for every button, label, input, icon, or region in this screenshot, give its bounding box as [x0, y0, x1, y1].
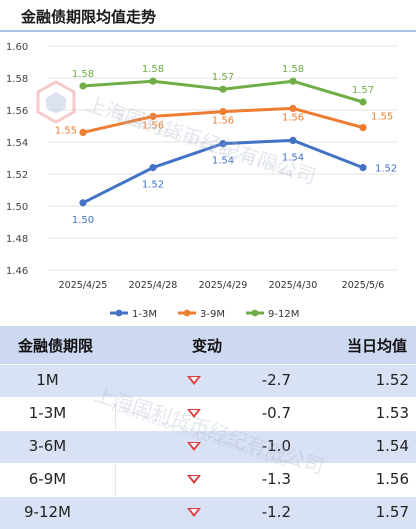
line-chart: 1.46 1.48 1.50 1.52 1.54 1.56 1.58 1.60 2025/4/2…: [6, 42, 398, 320]
data-point: [359, 164, 367, 172]
data-point: [359, 124, 367, 132]
table-row: 1-3M -0.7 1.53: [0, 397, 416, 430]
data-label: 1.56: [282, 112, 304, 123]
rate-table: 金融债期限 变动 当日均值 1M -2.7 1.52 1-3M -0.7 1.5…: [0, 326, 416, 529]
data-point: [149, 112, 157, 120]
table-row: 3-6M -1.0 1.54: [0, 430, 416, 463]
x-tick-label: 2025/4/28: [129, 280, 178, 291]
page-title: 金融债期限均值走势: [21, 8, 157, 26]
data-label: 1.55: [55, 125, 77, 136]
y-tick-label: 1.52: [6, 170, 28, 181]
data-label: 1.54: [212, 156, 234, 167]
data-point: [149, 77, 157, 85]
cell-period: 1M: [36, 371, 59, 389]
legend-marker: [115, 309, 123, 317]
data-label: 1.58: [142, 64, 164, 75]
x-tick-label: 2025/5/6: [342, 280, 385, 291]
cell-change: -1.3: [261, 470, 291, 488]
data-label: 1.52: [375, 164, 397, 175]
company-logo: [36, 80, 76, 124]
cell-period: 6-9M: [28, 470, 67, 488]
down-arrow-icon: [187, 442, 201, 451]
column-divider: [115, 398, 116, 430]
data-label: 1.58: [282, 64, 304, 75]
data-label: 1.56: [212, 116, 234, 127]
down-arrow-icon: [187, 475, 201, 484]
cell-avg: 1.54: [375, 437, 409, 455]
cell-change: -2.7: [261, 371, 291, 389]
table-row: 6-9M -1.3 1.56: [0, 463, 416, 496]
data-label: 1.58: [72, 69, 94, 80]
column-divider: [115, 464, 116, 496]
cell-period: 9-12M: [24, 503, 71, 521]
x-tick-label: 2025/4/29: [199, 280, 248, 291]
header-change: 变动: [192, 337, 223, 355]
cell-avg: 1.52: [375, 371, 409, 389]
series-line: [82, 138, 364, 205]
title-bar: 金融债期限均值走势: [0, 0, 416, 34]
data-point: [289, 104, 297, 112]
x-tick-label: 2025/4/25: [59, 280, 108, 291]
legend-marker: [183, 309, 191, 317]
title-divider: [0, 30, 416, 32]
y-tick-label: 1.54: [6, 138, 28, 149]
down-arrow-icon: [187, 508, 201, 517]
data-label: 1.52: [142, 180, 164, 191]
cell-change: -1.0: [261, 437, 291, 455]
table-header: 金融债期限 变动 当日均值: [0, 326, 416, 364]
data-point: [79, 128, 87, 136]
y-tick-label: 1.60: [6, 42, 28, 53]
y-tick-label: 1.50: [6, 202, 28, 213]
table-row: 9-12M -1.2 1.57: [0, 496, 416, 529]
data-point: [289, 136, 297, 144]
legend-label: 9-12M: [268, 309, 299, 320]
data-point: [289, 77, 297, 85]
y-tick-label: 1.48: [6, 234, 28, 245]
data-label: 1.57: [212, 72, 234, 83]
data-point: [219, 140, 227, 148]
cell-avg: 1.53: [375, 404, 409, 422]
cell-avg: 1.56: [375, 470, 409, 488]
down-arrow-icon: [187, 409, 201, 418]
cell-period: 3-6M: [28, 437, 67, 455]
y-tick-label: 1.56: [6, 106, 28, 117]
data-point: [219, 85, 227, 93]
data-label: 1.56: [142, 120, 164, 131]
legend-label: 1-3M: [132, 309, 157, 320]
data-label: 1.54: [282, 152, 304, 163]
x-tick-label: 2025/4/30: [269, 280, 318, 291]
header-period: 金融债期限: [18, 337, 94, 355]
data-point: [79, 82, 87, 90]
data-point: [79, 199, 87, 207]
legend-label: 3-9M: [200, 309, 225, 320]
data-point: [149, 164, 157, 172]
legend-marker: [251, 309, 259, 317]
data-point: [219, 108, 227, 116]
cell-change: -0.7: [261, 404, 291, 422]
data-point: [359, 98, 367, 106]
cell-change: -1.2: [261, 503, 291, 521]
data-label: 1.57: [352, 85, 374, 96]
down-arrow-icon: [187, 376, 201, 385]
table-row: 1M -2.7 1.52: [0, 364, 416, 397]
data-label: 1.55: [371, 112, 393, 123]
y-tick-label: 1.46: [6, 266, 28, 277]
cell-avg: 1.57: [375, 503, 409, 521]
cell-period: 1-3M: [28, 404, 67, 422]
header-avg: 当日均值: [346, 337, 407, 355]
data-label: 1.50: [72, 215, 94, 226]
y-tick-label: 1.58: [6, 74, 28, 85]
